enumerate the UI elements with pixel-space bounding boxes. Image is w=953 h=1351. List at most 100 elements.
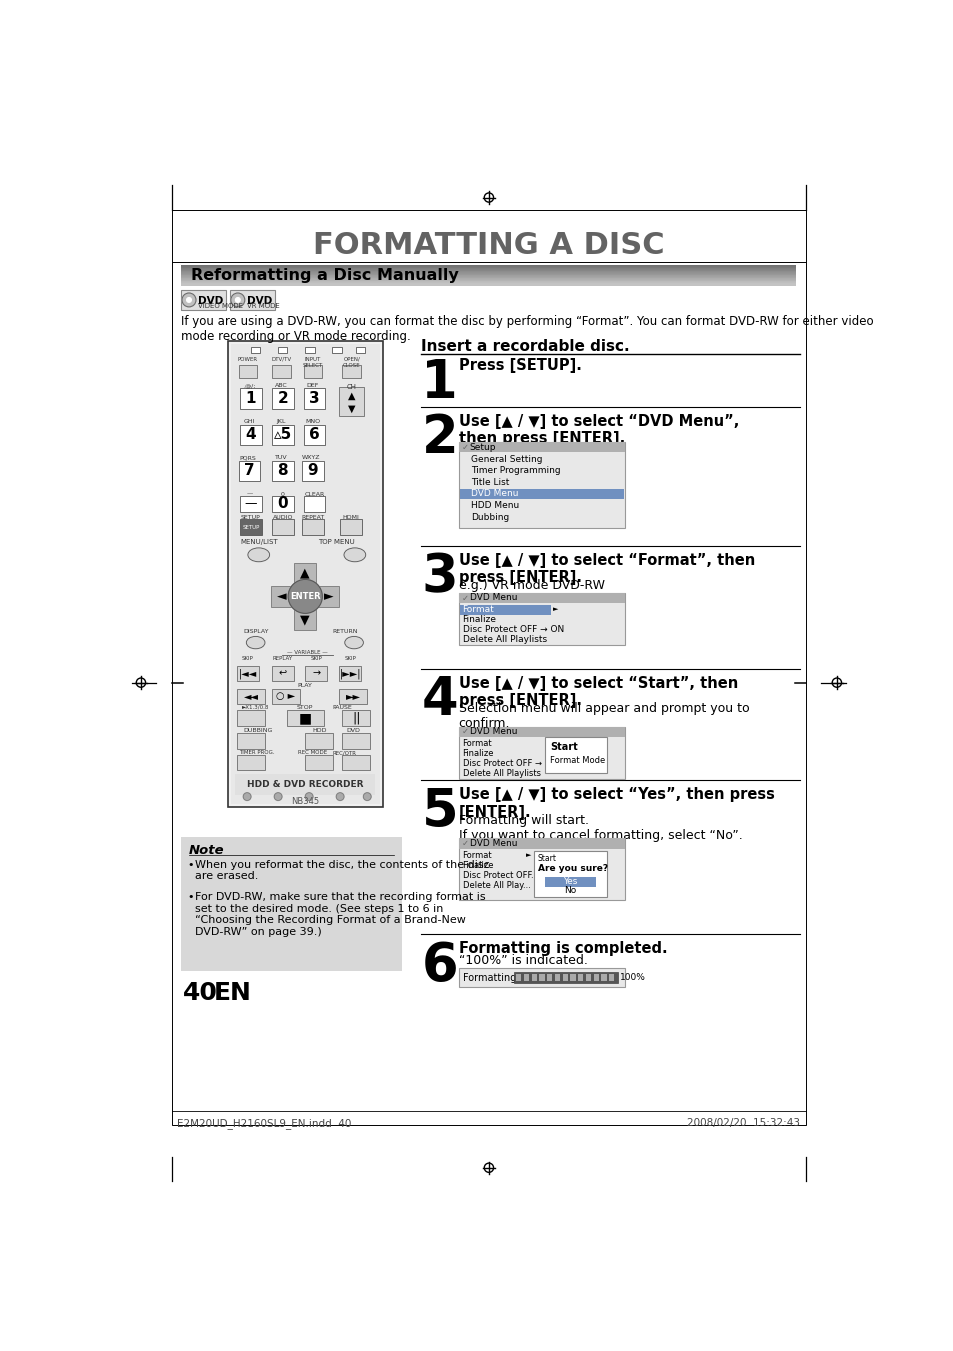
Text: VIDEO MODE: VIDEO MODE	[198, 303, 243, 309]
Text: •: •	[187, 859, 193, 870]
Bar	[251, 347, 260, 353]
Text: Delete All Play...: Delete All Play...	[462, 881, 530, 890]
Bar	[240, 424, 261, 444]
Bar	[600, 974, 606, 981]
Text: |◄◄: |◄◄	[238, 669, 256, 678]
Bar	[339, 666, 360, 681]
Text: HDD: HDD	[312, 728, 326, 734]
Text: PLAY: PLAY	[297, 682, 313, 688]
Bar	[305, 666, 327, 681]
Text: ▼: ▼	[300, 613, 310, 626]
Bar	[271, 585, 303, 607]
Text: REPEAT: REPEAT	[301, 515, 324, 520]
Text: REC/OTR: REC/OTR	[332, 750, 356, 755]
Text: 4: 4	[246, 427, 256, 442]
Text: ○ ►: ○ ►	[276, 692, 295, 701]
Text: TIMER PROG.: TIMER PROG.	[238, 750, 274, 755]
Text: ►: ►	[525, 852, 531, 858]
Bar	[339, 689, 367, 704]
Text: MNO: MNO	[305, 419, 320, 424]
Bar	[342, 734, 370, 748]
Text: ▲: ▲	[300, 567, 310, 580]
Text: Are you sure?: Are you sure?	[537, 865, 607, 874]
Text: 5: 5	[421, 786, 457, 838]
Text: ✓: ✓	[461, 839, 468, 848]
Bar	[545, 877, 596, 886]
Bar	[231, 345, 379, 804]
Bar	[458, 838, 624, 848]
Bar	[305, 734, 333, 748]
Bar	[302, 519, 323, 535]
Text: When you reformat the disc, the contents of the disc
are erased.: When you reformat the disc, the contents…	[195, 859, 490, 881]
Bar	[538, 974, 544, 981]
Text: ►►: ►►	[345, 692, 360, 701]
Text: Setup: Setup	[469, 443, 496, 451]
Text: No: No	[563, 886, 576, 896]
Text: HDD Menu: HDD Menu	[471, 501, 518, 511]
Bar	[235, 774, 375, 794]
Text: ENTER: ENTER	[290, 592, 320, 601]
Bar	[230, 290, 274, 309]
Text: Formatting will start.
If you want to cancel formatting, select “No”.: Formatting will start. If you want to ca…	[458, 813, 741, 842]
Text: |►►|: |►►|	[339, 669, 360, 678]
Text: Timer Programming: Timer Programming	[471, 466, 560, 476]
Text: 2: 2	[421, 412, 457, 465]
Bar	[355, 347, 365, 353]
Text: ||: ||	[352, 712, 360, 724]
Text: HDD & DVD RECORDER: HDD & DVD RECORDER	[247, 780, 363, 789]
Bar	[585, 974, 591, 981]
Text: DVD: DVD	[346, 728, 360, 734]
Text: SKIP: SKIP	[344, 657, 355, 662]
Text: INPUT
SELECT: INPUT SELECT	[302, 357, 323, 367]
Text: ◄: ◄	[277, 590, 287, 603]
Text: Start: Start	[550, 742, 578, 751]
Text: ►: ►	[323, 590, 333, 603]
Text: Insert a recordable disc.: Insert a recordable disc.	[421, 339, 630, 354]
Bar	[272, 496, 294, 512]
Text: 2: 2	[277, 390, 288, 407]
Text: ✓: ✓	[461, 727, 468, 736]
Text: CH: CH	[346, 384, 356, 390]
Bar	[272, 689, 299, 704]
Text: DVD Menu: DVD Menu	[471, 489, 518, 499]
Bar	[458, 593, 624, 644]
Text: SETUP: SETUP	[242, 524, 259, 530]
Text: 0: 0	[280, 492, 284, 497]
Text: 2008/02/20  15:32:43: 2008/02/20 15:32:43	[687, 1119, 800, 1128]
Bar	[236, 734, 265, 748]
Text: — VARIABLE —: — VARIABLE —	[287, 650, 328, 655]
Bar	[272, 365, 291, 378]
Text: “100%” is indicated.: “100%” is indicated.	[458, 954, 587, 967]
Bar	[172, 209, 805, 1124]
Bar	[578, 974, 583, 981]
Text: REPLAY: REPLAY	[273, 657, 293, 662]
Text: Dubbing: Dubbing	[471, 512, 509, 521]
Bar	[342, 711, 370, 725]
Bar	[240, 519, 261, 535]
Bar	[339, 386, 364, 416]
Text: Format: Format	[462, 739, 492, 748]
Bar	[458, 727, 624, 780]
Text: SKIP: SKIP	[242, 657, 253, 662]
Text: CLEAR: CLEAR	[304, 492, 324, 497]
Text: DVD Menu: DVD Menu	[469, 593, 517, 603]
Text: SETUP: SETUP	[241, 515, 260, 520]
Text: Delete All Playlists: Delete All Playlists	[462, 769, 540, 778]
Text: ◄◄: ◄◄	[243, 692, 258, 701]
Text: Use [▲ / ▼] to select “Start”, then
press [ENTER].: Use [▲ / ▼] to select “Start”, then pres…	[458, 676, 738, 708]
Circle shape	[305, 793, 313, 800]
Text: Disc Protect OFF → ON: Disc Protect OFF → ON	[462, 759, 557, 767]
Bar	[181, 290, 226, 309]
Bar	[555, 974, 559, 981]
Text: STOP: STOP	[296, 705, 314, 711]
Bar	[302, 461, 323, 481]
Bar	[294, 598, 315, 631]
Text: Formatting: Formatting	[463, 973, 517, 982]
Text: PQRS: PQRS	[239, 455, 256, 461]
Text: .@/:: .@/:	[243, 384, 255, 388]
Bar	[570, 974, 575, 981]
Circle shape	[182, 293, 195, 307]
Bar	[459, 489, 623, 500]
Bar	[236, 711, 265, 725]
Text: ✓: ✓	[461, 593, 468, 603]
